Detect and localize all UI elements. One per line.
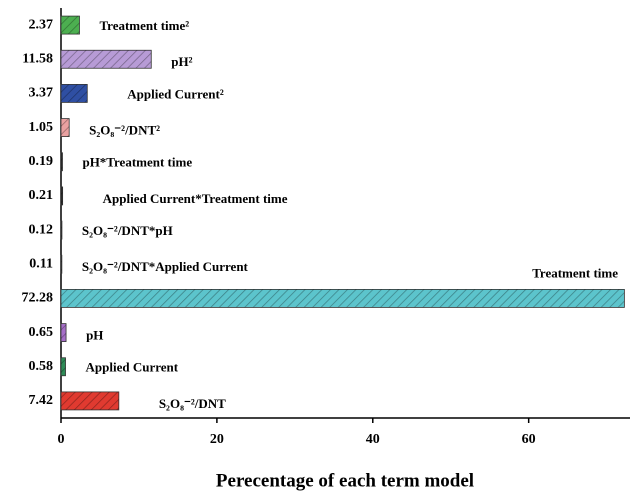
value-label: 1.05: [29, 120, 54, 135]
category-label: S₂O₈⁻²/DNT²: [89, 123, 160, 138]
category-label: S₂O₈⁻²/DNT*Applied Current: [82, 259, 249, 274]
category-label: pH: [86, 328, 103, 343]
bar-hatch: [61, 289, 625, 308]
category-label: Treatment time: [532, 265, 618, 280]
value-label: 0.58: [29, 359, 54, 374]
bar-hatch: [61, 186, 63, 205]
value-label: 0.21: [29, 188, 54, 203]
value-label: 72.28: [22, 291, 54, 306]
x-tick-label: 60: [522, 432, 536, 447]
bar-hatch: [61, 357, 66, 376]
bar-hatch: [61, 50, 152, 69]
category-label: pH²: [171, 54, 192, 69]
value-label: 3.37: [29, 86, 54, 101]
category-label: Treatment time²: [99, 18, 189, 33]
bar-hatch: [61, 255, 62, 274]
category-label: Applied Current²: [127, 86, 224, 101]
bar-hatch: [61, 84, 88, 103]
bar-hatch: [61, 391, 119, 410]
value-label: 2.37: [29, 17, 54, 32]
category-label: Applied Current*Treatment time: [103, 191, 288, 206]
bar-hatch: [61, 16, 80, 35]
category-label: pH*Treatment time: [82, 155, 192, 170]
x-axis-title: Perecentage of each term model: [216, 470, 474, 491]
value-label: 11.58: [22, 51, 53, 66]
value-label: 0.19: [29, 154, 54, 169]
bar-hatch: [61, 323, 67, 342]
category-label: S₂O₈⁻²/DNT: [159, 396, 226, 411]
value-label: 7.42: [29, 393, 54, 408]
value-label: 0.12: [29, 222, 54, 237]
bar-hatch: [61, 118, 70, 137]
x-tick-label: 40: [366, 432, 380, 447]
x-tick-label: 0: [58, 432, 65, 447]
value-label: 0.11: [29, 256, 53, 271]
category-label: Applied Current: [86, 360, 179, 375]
category-label: S₂O₈⁻²/DNT*pH: [82, 223, 173, 238]
bar-hatch: [61, 221, 62, 240]
value-label: 0.65: [29, 325, 54, 340]
x-tick-label: 20: [210, 432, 224, 447]
bar-hatch: [61, 152, 63, 171]
